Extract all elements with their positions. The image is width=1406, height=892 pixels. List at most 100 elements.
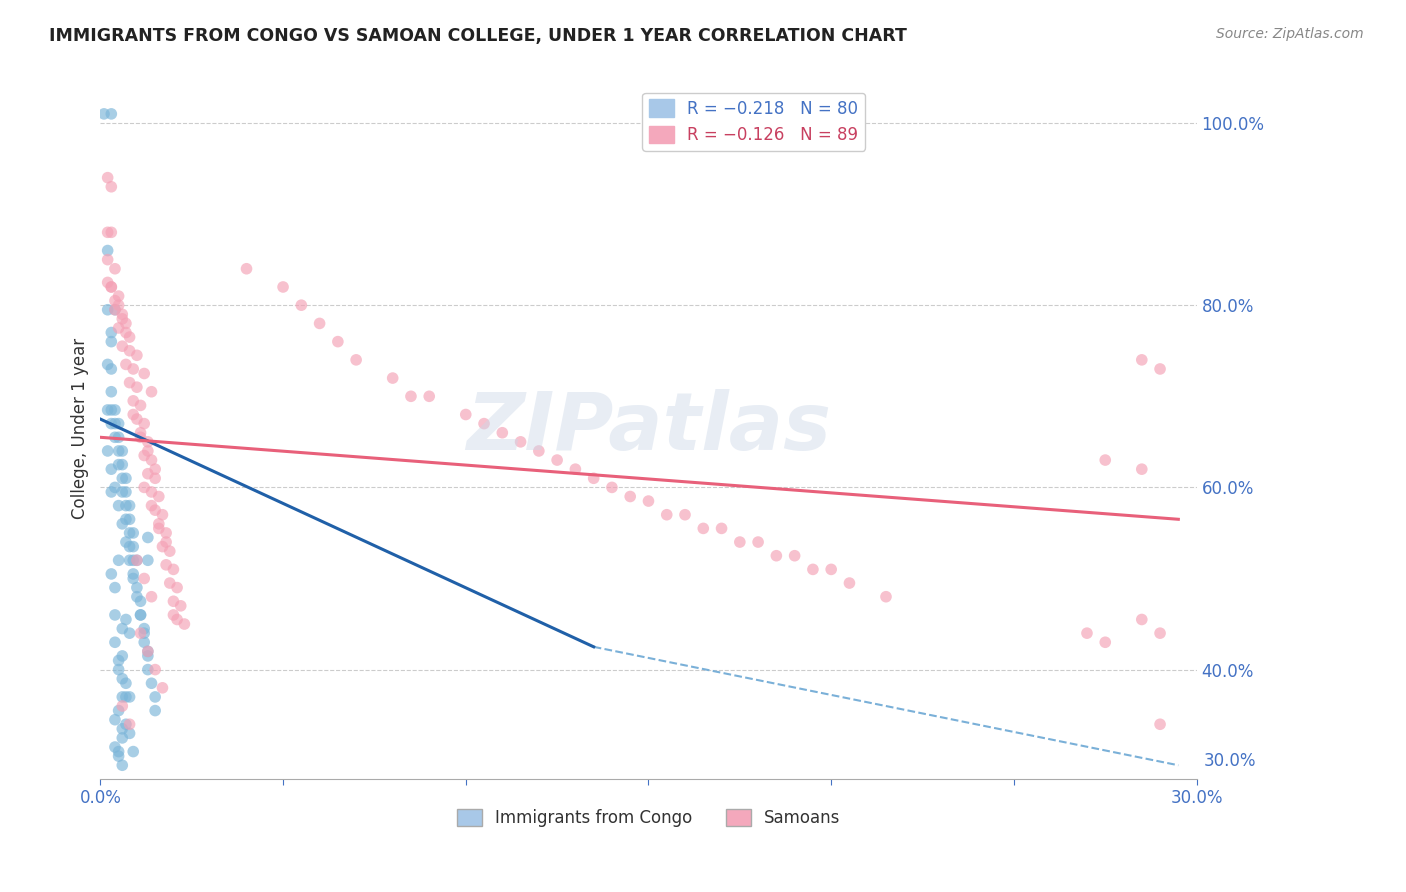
Point bbox=[162, 607, 184, 622]
Point bbox=[97, 403, 120, 417]
Point bbox=[1149, 362, 1171, 376]
Point bbox=[115, 690, 138, 704]
Point bbox=[155, 535, 177, 549]
Point bbox=[134, 635, 156, 649]
Point bbox=[104, 302, 127, 317]
Point bbox=[97, 358, 120, 372]
Point bbox=[118, 343, 141, 358]
Point bbox=[100, 362, 122, 376]
Point bbox=[111, 339, 134, 353]
Point bbox=[122, 745, 145, 759]
Point bbox=[104, 430, 127, 444]
Point bbox=[107, 444, 129, 458]
Point bbox=[344, 352, 367, 367]
Point bbox=[136, 644, 159, 658]
Point bbox=[136, 663, 159, 677]
Point bbox=[129, 425, 152, 440]
Point bbox=[152, 540, 174, 554]
Point bbox=[125, 553, 148, 567]
Point bbox=[125, 581, 148, 595]
Point bbox=[152, 681, 174, 695]
Point bbox=[162, 594, 184, 608]
Point bbox=[783, 549, 806, 563]
Point bbox=[104, 635, 127, 649]
Point bbox=[136, 531, 159, 545]
Point bbox=[454, 408, 477, 422]
Point bbox=[129, 607, 152, 622]
Text: ZIPatlas: ZIPatlas bbox=[465, 389, 831, 467]
Point bbox=[100, 485, 122, 500]
Point bbox=[104, 261, 127, 276]
Point bbox=[143, 471, 166, 485]
Point bbox=[115, 612, 138, 626]
Point bbox=[111, 758, 134, 772]
Point bbox=[527, 444, 550, 458]
Point bbox=[122, 540, 145, 554]
Point bbox=[166, 612, 188, 626]
Point bbox=[692, 521, 714, 535]
Point bbox=[118, 330, 141, 344]
Point bbox=[472, 417, 495, 431]
Legend: Immigrants from Congo, Samoans: Immigrants from Congo, Samoans bbox=[450, 802, 846, 834]
Point bbox=[148, 516, 170, 531]
Point bbox=[107, 321, 129, 335]
Point bbox=[118, 512, 141, 526]
Point bbox=[235, 261, 257, 276]
Point bbox=[111, 444, 134, 458]
Point bbox=[134, 626, 156, 640]
Point bbox=[118, 499, 141, 513]
Point bbox=[1130, 352, 1153, 367]
Point bbox=[509, 434, 531, 449]
Point bbox=[122, 572, 145, 586]
Point bbox=[820, 562, 842, 576]
Point bbox=[111, 690, 134, 704]
Point bbox=[107, 298, 129, 312]
Point bbox=[97, 302, 120, 317]
Point bbox=[637, 494, 659, 508]
Point bbox=[673, 508, 696, 522]
Point bbox=[107, 745, 129, 759]
Point bbox=[619, 490, 641, 504]
Point bbox=[564, 462, 586, 476]
Point bbox=[97, 244, 120, 258]
Point bbox=[104, 713, 127, 727]
Point bbox=[152, 508, 174, 522]
Point bbox=[118, 553, 141, 567]
Point bbox=[107, 749, 129, 764]
Point bbox=[134, 572, 156, 586]
Point bbox=[838, 576, 860, 591]
Point bbox=[115, 326, 138, 340]
Point bbox=[115, 512, 138, 526]
Text: 30.0%: 30.0% bbox=[1204, 752, 1256, 770]
Point bbox=[125, 348, 148, 362]
Point bbox=[97, 444, 120, 458]
Point bbox=[97, 276, 120, 290]
Point bbox=[107, 553, 129, 567]
Point bbox=[399, 389, 422, 403]
Point bbox=[104, 739, 127, 754]
Point bbox=[107, 704, 129, 718]
Point bbox=[141, 590, 163, 604]
Point bbox=[111, 458, 134, 472]
Point bbox=[115, 535, 138, 549]
Point bbox=[125, 380, 148, 394]
Point bbox=[1094, 635, 1116, 649]
Point bbox=[122, 525, 145, 540]
Point bbox=[100, 384, 122, 399]
Point bbox=[115, 676, 138, 690]
Point bbox=[104, 417, 127, 431]
Point bbox=[104, 302, 127, 317]
Point bbox=[728, 535, 751, 549]
Point bbox=[600, 480, 623, 494]
Point bbox=[111, 622, 134, 636]
Point bbox=[111, 471, 134, 485]
Point bbox=[1094, 453, 1116, 467]
Y-axis label: College, Under 1 year: College, Under 1 year bbox=[72, 337, 89, 519]
Text: IMMIGRANTS FROM CONGO VS SAMOAN COLLEGE, UNDER 1 YEAR CORRELATION CHART: IMMIGRANTS FROM CONGO VS SAMOAN COLLEGE,… bbox=[49, 27, 907, 45]
Point bbox=[136, 444, 159, 458]
Point bbox=[546, 453, 568, 467]
Point bbox=[97, 170, 120, 185]
Point bbox=[1130, 462, 1153, 476]
Point bbox=[155, 558, 177, 572]
Point bbox=[115, 471, 138, 485]
